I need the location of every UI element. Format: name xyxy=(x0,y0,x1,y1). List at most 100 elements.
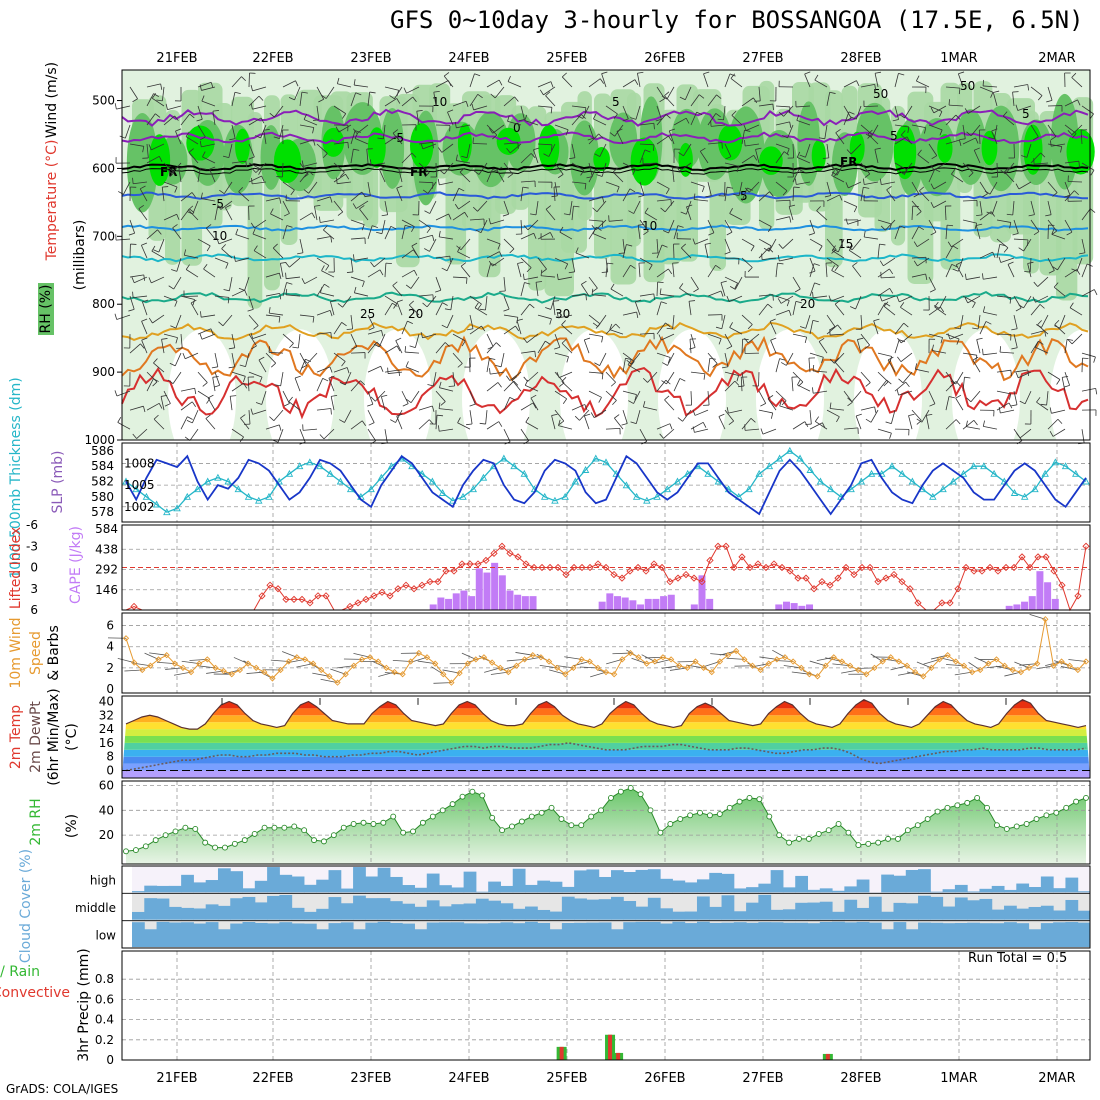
rh-marker xyxy=(192,826,199,832)
wind-barb-flag xyxy=(777,298,782,304)
wind-barb xyxy=(316,257,330,266)
wind-barb xyxy=(214,295,229,298)
rh-marker xyxy=(182,824,189,831)
wind-barb xyxy=(537,257,547,270)
cloud-cell xyxy=(500,903,514,920)
isotherm-10 xyxy=(121,224,1089,232)
wind-barb xyxy=(432,372,437,386)
cloud-cell xyxy=(475,923,489,947)
wind-barb xyxy=(588,196,603,202)
wind-speed-marker xyxy=(667,656,675,663)
thickness-marker xyxy=(214,473,222,481)
wind-barb-flag xyxy=(457,417,461,423)
cloud-cell xyxy=(365,876,379,893)
wind-barb-flag xyxy=(251,167,257,173)
wind-barb-flag xyxy=(389,95,395,100)
lifted-index-marker xyxy=(506,549,514,557)
wind-barb-flag xyxy=(592,287,598,293)
wind-barb xyxy=(797,156,811,164)
wind-speed-marker xyxy=(1074,666,1081,674)
wind-barb xyxy=(818,341,828,354)
wind-barb-flag xyxy=(886,186,892,191)
wind-barb-flag xyxy=(167,169,173,174)
wind-barb-flag xyxy=(896,296,900,303)
wind-barb-flag xyxy=(1015,307,1022,312)
cloud-cell xyxy=(242,896,256,920)
wind-barb xyxy=(185,269,199,278)
wind-tick-label: 6 xyxy=(106,619,114,633)
wind-barb-flag xyxy=(898,73,905,76)
wind-speed-axis-label: Speed xyxy=(28,631,44,675)
wind-barb-flag xyxy=(916,211,922,216)
isotherm-minus10 xyxy=(121,108,1089,127)
wind-barb-flag xyxy=(1051,228,1055,235)
cloud-cell xyxy=(660,923,673,947)
wind-barb-flag xyxy=(913,241,918,247)
slp-tick-label: 1005 xyxy=(124,478,155,492)
wind-speed-marker xyxy=(944,652,951,659)
wind-barb xyxy=(575,252,590,259)
wind-barb-flag xyxy=(499,251,503,258)
lifted-index-marker xyxy=(1074,592,1082,600)
wind-barb-flag xyxy=(629,188,636,193)
wind-barb xyxy=(138,208,148,221)
wind-barb-flag xyxy=(958,71,965,75)
cloud-cell xyxy=(930,896,944,920)
wind-barb-flag xyxy=(274,384,281,387)
wind-barb-flag xyxy=(271,362,276,368)
wind-speed-marker xyxy=(781,654,789,661)
rh-marker xyxy=(538,809,545,816)
wind-barb xyxy=(569,200,573,215)
wind-barb-flag xyxy=(665,379,671,385)
wind-speed-marker xyxy=(285,658,292,665)
wind-speed-marker xyxy=(643,660,650,667)
wind-barb-flag xyxy=(170,325,177,329)
pressure-axis-label: (millibars) xyxy=(72,220,88,291)
wind-barb xyxy=(456,124,471,129)
wind-barb xyxy=(955,371,964,385)
contour-label: 10 xyxy=(212,229,227,243)
wind-barb-flag xyxy=(913,260,918,267)
wind-barb xyxy=(758,390,767,404)
wind-barb-flag xyxy=(701,186,705,193)
wind-barb xyxy=(117,422,131,430)
wind-barb xyxy=(274,105,284,118)
wind-barb-flag xyxy=(883,301,889,307)
wind-speed-marker xyxy=(171,660,178,667)
rh-dry-patch xyxy=(560,329,628,470)
wind-barb-flag xyxy=(260,117,265,124)
wind-barb-flag xyxy=(599,78,605,84)
wind-barb xyxy=(191,409,199,424)
wind-barb xyxy=(350,315,354,330)
wind-barb-flag xyxy=(717,118,724,121)
lifted-index-marker xyxy=(898,578,906,586)
wind-barb xyxy=(299,170,310,183)
wind-barb-flag xyxy=(786,148,790,155)
wind-barb xyxy=(551,415,556,430)
wind-barb-flag xyxy=(174,186,178,193)
wind-barb xyxy=(222,314,233,327)
wind-barb xyxy=(561,324,573,335)
cloud-cell xyxy=(844,886,858,893)
wind-barb xyxy=(664,95,675,107)
cloud-cell xyxy=(832,911,845,920)
wind-barb-flag xyxy=(1071,72,1077,78)
wind-barb xyxy=(367,269,381,278)
wind-barb-flag xyxy=(661,95,668,100)
rh-marker xyxy=(222,844,228,851)
wind-barb xyxy=(171,162,182,174)
wind-barb-flag xyxy=(616,128,623,132)
wind-barb-flag xyxy=(518,119,525,122)
wind-barb-flag xyxy=(874,84,877,91)
wind-barb xyxy=(1019,428,1032,439)
wind-barb-flag xyxy=(982,273,984,280)
wind-barb-flag xyxy=(828,295,832,302)
wind-barb-flag xyxy=(812,364,815,372)
wind-barb xyxy=(826,194,840,202)
wind-barb xyxy=(273,409,284,421)
wind-barb xyxy=(252,86,267,92)
cape-axis-label: CAPE (J/kg) xyxy=(68,526,84,604)
wind-barb xyxy=(792,421,806,430)
wind-speed-marker xyxy=(309,660,317,667)
wind-barb-flag xyxy=(693,288,699,293)
